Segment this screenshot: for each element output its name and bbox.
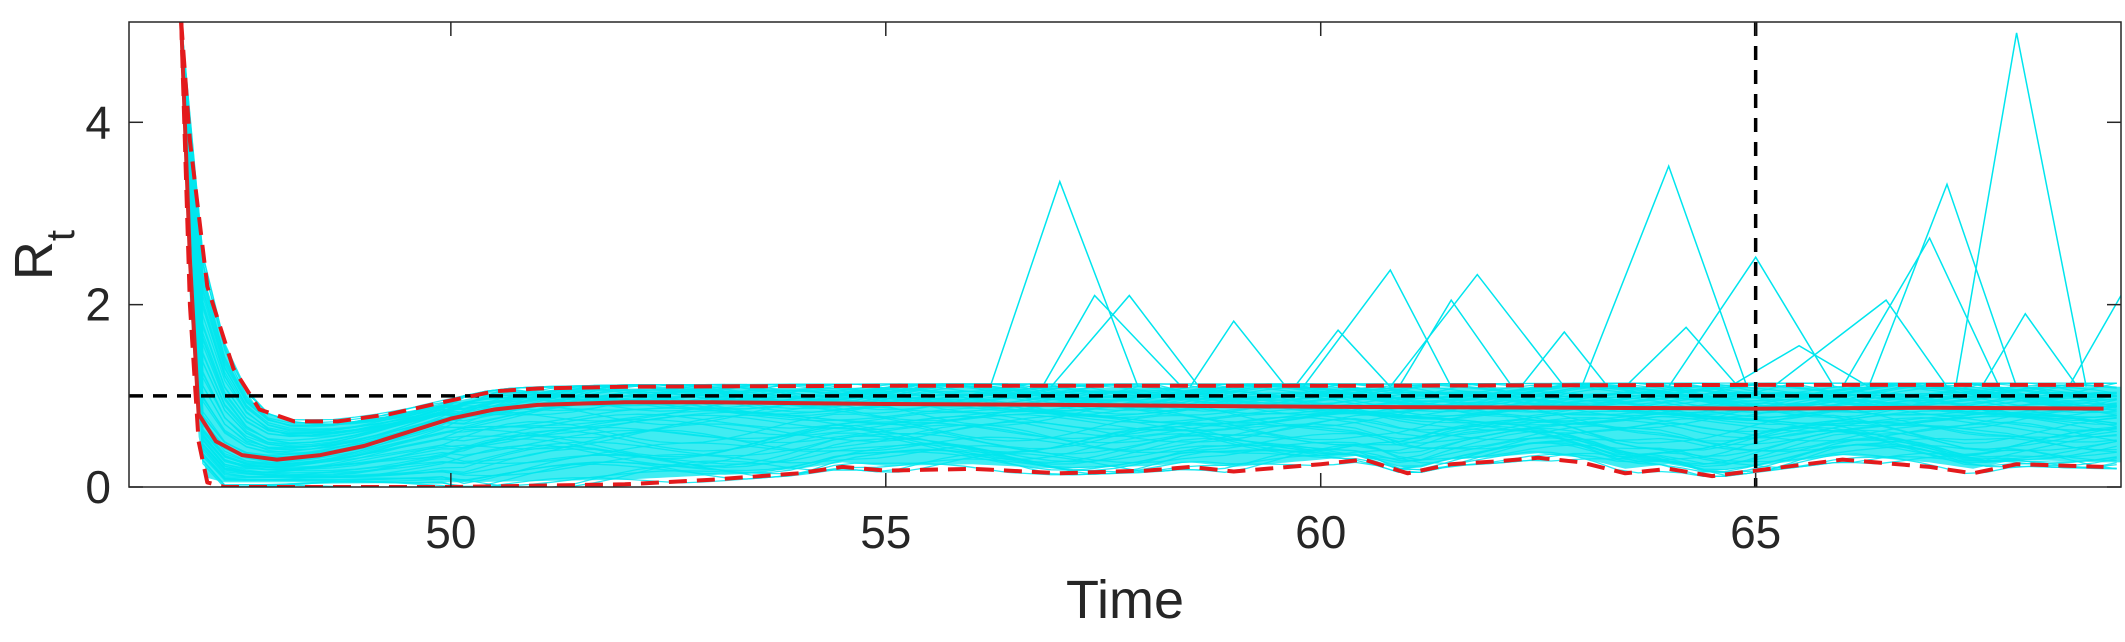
sample-spike <box>1954 32 2087 387</box>
mean-line <box>179 22 2104 462</box>
y-axis-title-main: R <box>4 241 64 280</box>
y-axis-title: Rt <box>4 230 83 280</box>
sample-spike <box>1041 294 1183 388</box>
upper-line <box>179 22 2104 424</box>
sample-spike <box>1668 255 1835 388</box>
summary-lines <box>179 22 2104 487</box>
sample-spike <box>1729 344 1870 388</box>
sample-spike <box>1841 236 2000 388</box>
sample-spike <box>1624 326 1739 388</box>
x-tick-label: 50 <box>425 506 476 558</box>
sample-spike <box>1189 319 1287 388</box>
sample-spike <box>1772 299 1948 388</box>
lower-line <box>179 22 2104 487</box>
sample-spike <box>2068 295 2121 388</box>
sample-spike <box>1050 294 1200 388</box>
y-axis-ticks: 0 2 4 <box>85 96 2121 513</box>
y-tick-label: 2 <box>85 279 111 331</box>
x-axis-ticks: 50 55 60 65 <box>425 22 1781 558</box>
y-tick-label: 0 <box>85 461 111 513</box>
plot-frame <box>128 21 2122 488</box>
x-tick-label: 65 <box>1730 506 1781 558</box>
sample-spike <box>1581 163 1748 387</box>
sample-spike <box>1868 182 2018 387</box>
y-axis-title-subscript: t <box>39 230 83 241</box>
sample-spikes <box>989 32 2121 388</box>
x-axis-title: Time <box>1066 570 1184 630</box>
sample-spike <box>1981 312 2079 388</box>
sample-spike <box>1389 273 1565 388</box>
sample-spike <box>1294 329 1391 388</box>
sample-spike <box>1398 298 1513 388</box>
sample-spike <box>989 179 1139 387</box>
sample-band-fill <box>181 22 2121 483</box>
sample-spike <box>1302 268 1452 388</box>
x-tick-label: 60 <box>1295 506 1346 558</box>
y-tick-label: 4 <box>85 96 111 148</box>
sample-spike <box>1520 330 1609 388</box>
x-tick-label: 55 <box>860 506 911 558</box>
